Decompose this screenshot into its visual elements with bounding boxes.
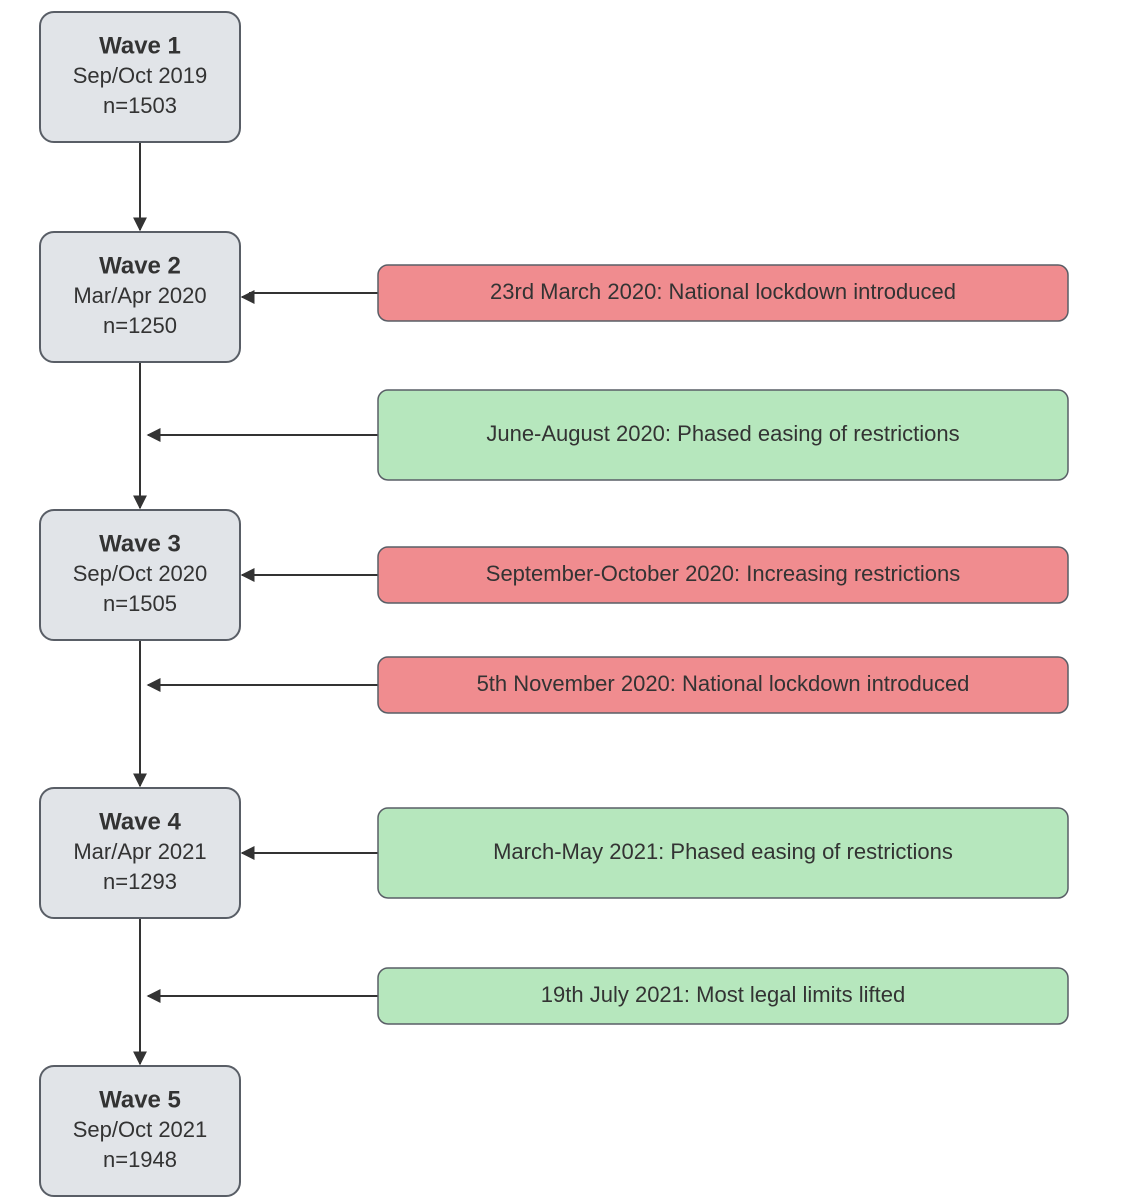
wave-title: Wave 5 — [99, 1086, 181, 1113]
wave-date: Sep/Oct 2021 — [73, 1117, 208, 1142]
wave-date: Mar/Apr 2021 — [73, 839, 206, 864]
arrow-ev1-to-wave2 — [242, 293, 378, 297]
event-label: March-May 2021: Phased easing of restric… — [493, 839, 953, 864]
event-label: 23rd March 2020: National lockdown intro… — [490, 279, 956, 304]
event-node-ev4: 5th November 2020: National lockdown int… — [378, 657, 1068, 713]
event-node-ev2: June-August 2020: Phased easing of restr… — [378, 390, 1068, 480]
event-label: 5th November 2020: National lockdown int… — [477, 671, 970, 696]
event-node-ev6: 19th July 2021: Most legal limits lifted — [378, 968, 1068, 1024]
event-node-ev5: March-May 2021: Phased easing of restric… — [378, 808, 1068, 898]
event-label: June-August 2020: Phased easing of restr… — [486, 421, 959, 446]
event-label: September-October 2020: Increasing restr… — [486, 561, 960, 586]
wave-title: Wave 3 — [99, 530, 181, 557]
wave-node-wave2: Wave 2 Mar/Apr 2020 n=1250 — [40, 232, 240, 362]
timeline-flowchart: Wave 1 Sep/Oct 2019 n=1503 Wave 2 Mar/Apr 20… — [0, 0, 1122, 1200]
wave-node-wave4: Wave 4 Mar/Apr 2021 n=1293 — [40, 788, 240, 918]
wave-date: Sep/Oct 2020 — [73, 561, 208, 586]
wave-n: n=1503 — [103, 93, 177, 118]
wave-title: Wave 4 — [99, 808, 181, 835]
wave-n: n=1948 — [103, 1147, 177, 1172]
wave-node-wave5: Wave 5 Sep/Oct 2021 n=1948 — [40, 1066, 240, 1196]
wave-date: Sep/Oct 2019 — [73, 63, 208, 88]
wave-n: n=1293 — [103, 869, 177, 894]
wave-node-wave3: Wave 3 Sep/Oct 2020 n=1505 — [40, 510, 240, 640]
wave-title: Wave 2 — [99, 252, 181, 279]
event-node-ev3: September-October 2020: Increasing restr… — [378, 547, 1068, 603]
wave-n: n=1505 — [103, 591, 177, 616]
wave-title: Wave 1 — [99, 32, 181, 59]
wave-date: Mar/Apr 2020 — [73, 283, 206, 308]
wave-n: n=1250 — [103, 313, 177, 338]
wave-node-wave1: Wave 1 Sep/Oct 2019 n=1503 — [40, 12, 240, 142]
event-node-ev1: 23rd March 2020: National lockdown intro… — [378, 265, 1068, 321]
event-label: 19th July 2021: Most legal limits lifted — [541, 982, 905, 1007]
